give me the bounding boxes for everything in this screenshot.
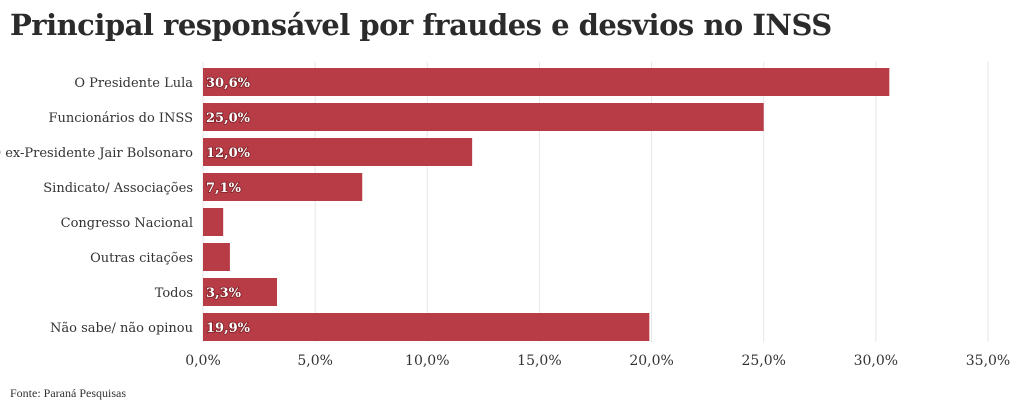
bar	[203, 68, 890, 96]
category-label: O ex-Presidente Jair Bolsonaro	[0, 146, 193, 161]
category-label: Sindicato/ Associações	[43, 181, 193, 196]
bar	[203, 313, 650, 341]
data-label: 12,0%	[206, 146, 251, 161]
category-labels: O Presidente Lula Funcionários do INSS O e…	[0, 76, 193, 336]
bar	[203, 243, 230, 271]
bars	[203, 68, 890, 341]
category-label: Não sabe/ não opinou	[50, 321, 193, 336]
category-label: O Presidente Lula	[74, 76, 193, 91]
category-label: Congresso Nacional	[61, 216, 193, 231]
data-label: 3,3%	[206, 286, 242, 301]
x-tick-label: 20,0%	[629, 353, 673, 369]
x-tick-label: 0,0%	[185, 353, 221, 369]
x-tick-label: 5,0%	[297, 353, 333, 369]
bar	[203, 208, 224, 236]
bar	[203, 278, 278, 306]
x-tick-label: 35,0%	[966, 353, 1010, 369]
category-label: Outras citações	[90, 251, 193, 266]
x-axis-ticks: 0,0% 5,0% 10,0% 15,0% 20,0% 25,0% 30,0% 35,0%	[185, 353, 1010, 369]
data-label: 19,9%	[206, 321, 251, 336]
data-label: 30,6%	[206, 76, 251, 91]
bar	[203, 173, 363, 201]
data-labels: 30,6% 25,0% 12,0% 7,1% 3,3% 19,9%	[205, 75, 251, 337]
x-tick-label: 30,0%	[854, 353, 898, 369]
category-label: Todos	[155, 286, 193, 301]
data-label: 7,1%	[206, 181, 242, 196]
x-tick-label: 10,0%	[405, 353, 449, 369]
bar	[203, 103, 764, 131]
data-label: 25,0%	[206, 111, 251, 126]
x-tick-label: 15,0%	[517, 353, 561, 369]
bar	[203, 138, 473, 166]
chart-title: Principal responsável por fraudes e desv…	[10, 8, 832, 42]
source-note: Fonte: Paraná Pesquisas	[10, 386, 126, 400]
x-tick-label: 25,0%	[741, 353, 785, 369]
category-label: Funcionários do INSS	[48, 111, 193, 126]
